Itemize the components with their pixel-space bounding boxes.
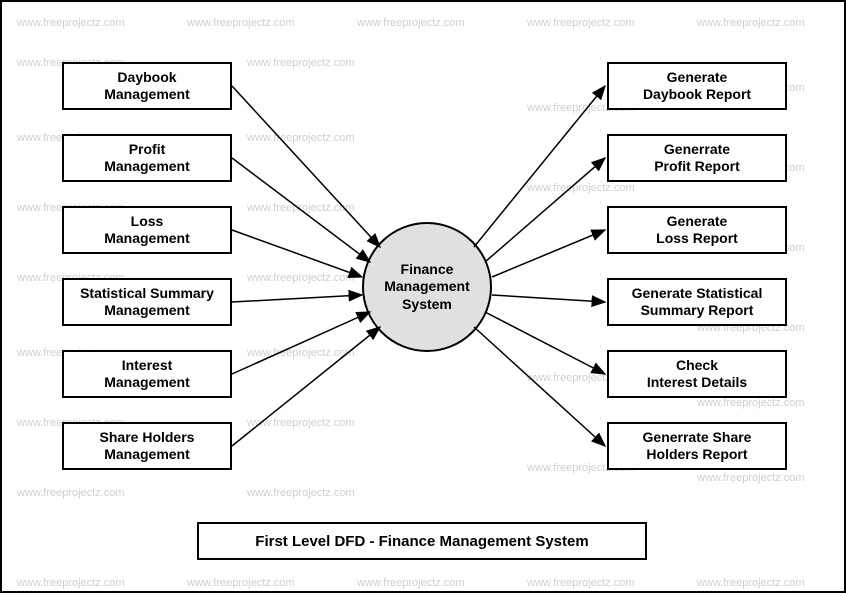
left-entity-5: Share HoldersManagement bbox=[62, 422, 232, 470]
watermark-text: www.freeprojectz.com bbox=[697, 472, 805, 484]
watermark-text: www.freeprojectz.com bbox=[187, 17, 295, 29]
title-label: First Level DFD - Finance Management Sys… bbox=[255, 533, 588, 550]
watermark-text: www.freeprojectz.com bbox=[247, 57, 355, 69]
dfd-canvas: www.freeprojectz.com www.freeprojectz.com… bbox=[0, 0, 846, 593]
watermark-text: www.freeprojectz.com bbox=[247, 272, 355, 284]
watermark-text: www.freeprojectz.com bbox=[17, 487, 125, 499]
left-entity-0: DaybookManagement bbox=[62, 62, 232, 110]
right-entity-4: CheckInterest Details bbox=[607, 350, 787, 398]
left-entity-1: ProfitManagement bbox=[62, 134, 232, 182]
watermark-text: www.freeprojectz.com bbox=[247, 347, 355, 359]
left-entity-4: InterestManagement bbox=[62, 350, 232, 398]
right-entity-3: Generate StatisticalSummary Report bbox=[607, 278, 787, 326]
right-entity-0: GenerateDaybook Report bbox=[607, 62, 787, 110]
watermark-text: www.freeprojectz.com bbox=[187, 577, 295, 589]
watermark-text: www.freeprojectz.com bbox=[247, 202, 355, 214]
right-entity-5: Generrate ShareHolders Report bbox=[607, 422, 787, 470]
watermark-text: www.freeprojectz.com bbox=[247, 417, 355, 429]
right-entity-1: GenerrateProfit Report bbox=[607, 134, 787, 182]
process-finance-management-system: FinanceManagementSystem bbox=[362, 222, 492, 352]
watermark-text: www.freeprojectz.com bbox=[247, 132, 355, 144]
watermark-text: www.freeprojectz.com bbox=[697, 17, 805, 29]
diagram-title: First Level DFD - Finance Management Sys… bbox=[197, 522, 647, 560]
right-entity-2: GenerateLoss Report bbox=[607, 206, 787, 254]
watermark-text: www.freeprojectz.com bbox=[527, 17, 635, 29]
watermark-text: www.freeprojectz.com bbox=[247, 487, 355, 499]
watermark-text: www.freeprojectz.com bbox=[17, 17, 125, 29]
left-entity-2: LossManagement bbox=[62, 206, 232, 254]
watermark-text: www.freeprojectz.com bbox=[357, 577, 465, 589]
watermark-text: www.freeprojectz.com bbox=[17, 577, 125, 589]
watermark-text: www.freeprojectz.com bbox=[527, 182, 635, 194]
process-label: FinanceManagementSystem bbox=[384, 261, 470, 314]
watermark-text: www.freeprojectz.com bbox=[697, 577, 805, 589]
watermark-text: www.freeprojectz.com bbox=[697, 397, 805, 409]
watermark-text: www.freeprojectz.com bbox=[527, 577, 635, 589]
left-entity-3: Statistical SummaryManagement bbox=[62, 278, 232, 326]
watermark-text: www.freeprojectz.com bbox=[357, 17, 465, 29]
